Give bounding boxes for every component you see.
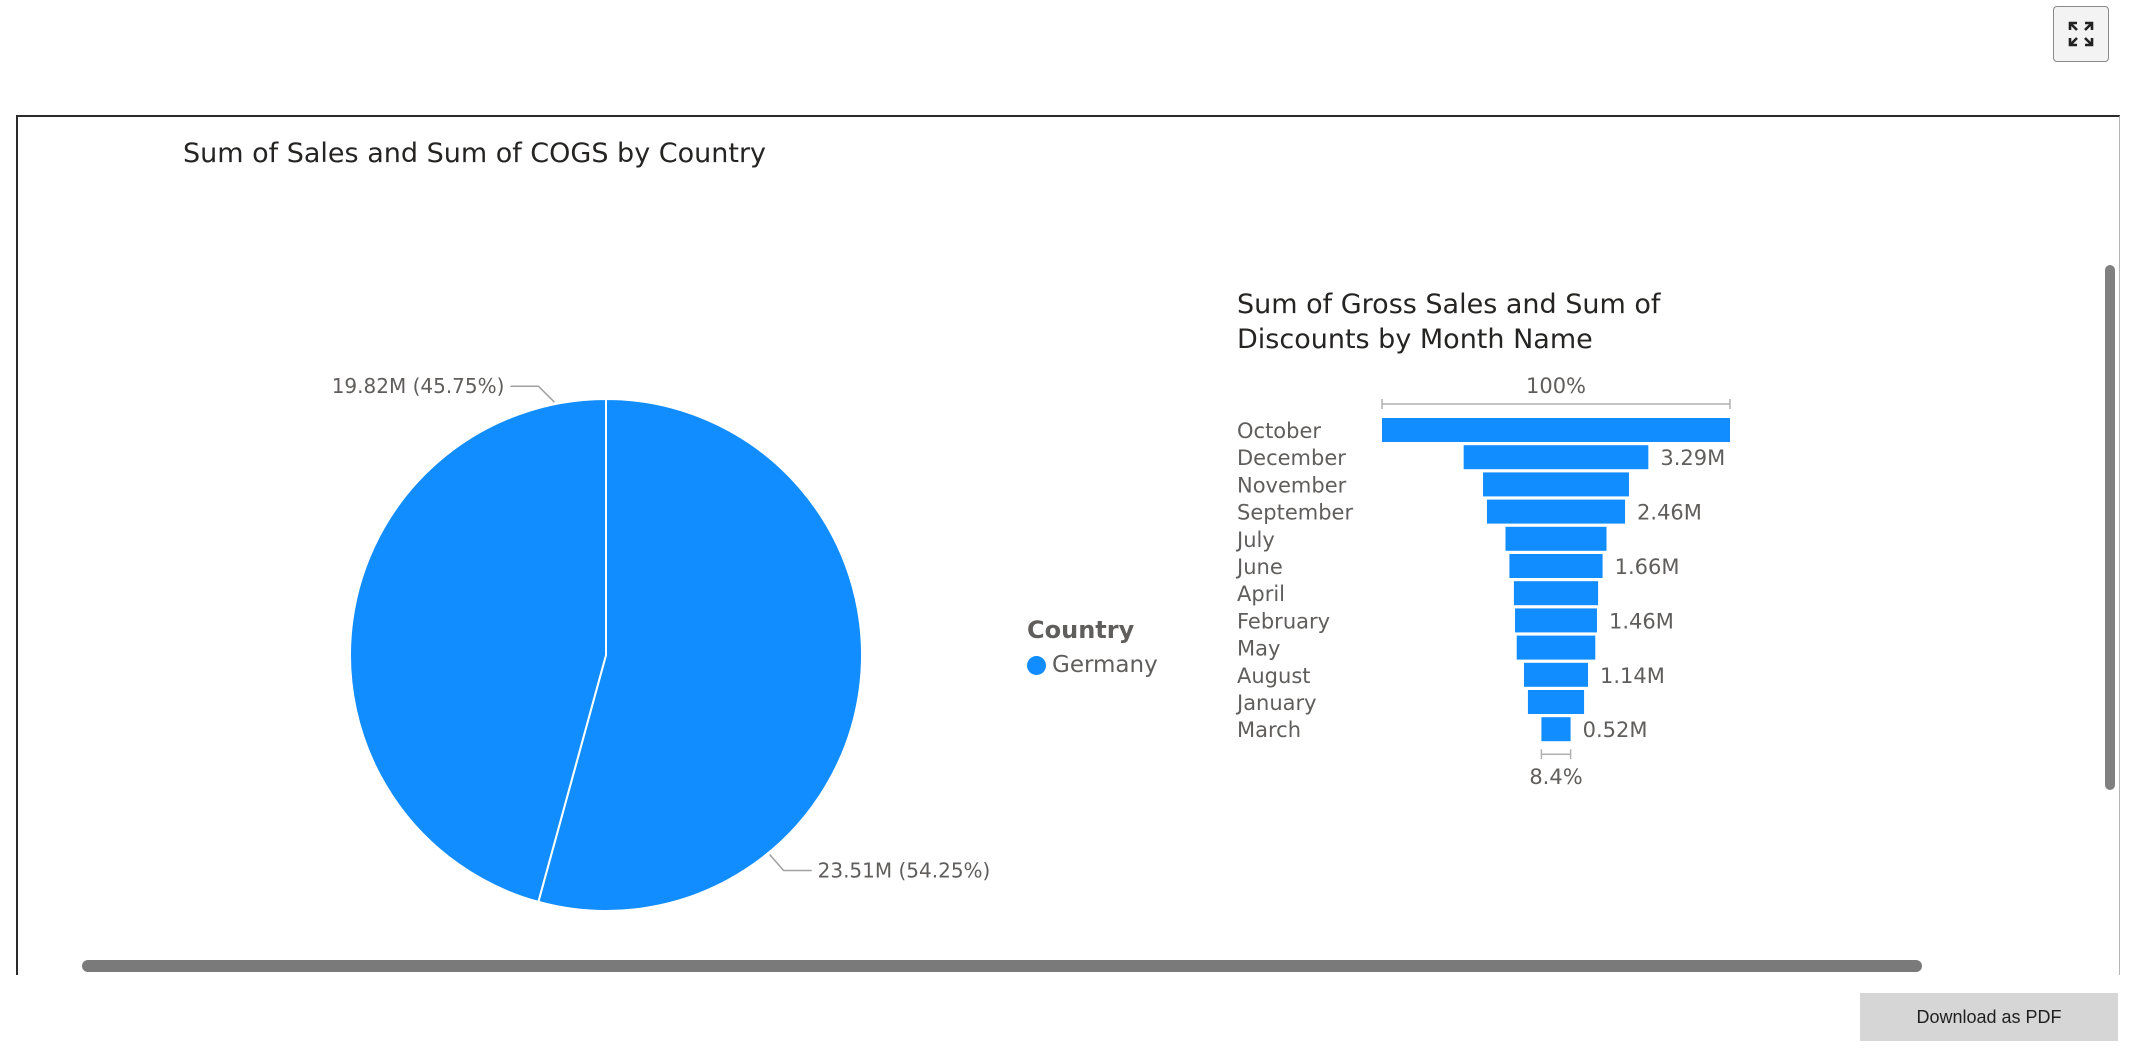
pie-data-label: 19.82M (45.75%) [332, 374, 505, 398]
funnel-bar [1505, 526, 1607, 551]
funnel-bar [1524, 662, 1588, 687]
funnel-category-label: February [1237, 609, 1330, 633]
pie-leader-line [769, 853, 812, 872]
funnel-bar [1541, 717, 1571, 742]
funnel-category-label: May [1237, 637, 1280, 661]
funnel-category-label: September [1237, 501, 1353, 525]
pie-chart: 23.51M (54.25%) 19.82M (45.75%) [332, 374, 991, 912]
funnel-bar [1513, 581, 1599, 606]
funnel-data-label: 1.14M [1600, 664, 1665, 688]
funnel-data-label: 3.29M [1660, 446, 1725, 470]
funnel-bar [1516, 635, 1596, 660]
pie-slice [537, 397, 863, 912]
funnel-data-label: 1.46M [1609, 609, 1674, 633]
funnel-category-label: January [1235, 691, 1317, 715]
pie-leader-line [510, 385, 555, 403]
funnel-category-label: August [1237, 664, 1311, 688]
funnel-title-line1: Sum of Gross Sales and Sum of [1237, 289, 1661, 320]
funnel-bar [1515, 608, 1597, 633]
report-canvas: Sum of Sales and Sum of COGS by Country … [16, 115, 2120, 975]
funnel-category-label: October [1237, 419, 1321, 443]
expand-fullscreen-icon [2068, 21, 2094, 47]
legend-title: Country [1027, 616, 1135, 644]
funnel-top-percent: 100% [1526, 374, 1586, 398]
funnel-data-label: 0.52M [1583, 718, 1648, 742]
expand-button[interactable] [2053, 6, 2109, 62]
funnel-category-label: July [1235, 528, 1275, 552]
funnel-bottom-percent: 8.4% [1529, 765, 1582, 789]
download-pdf-button[interactable]: Download as PDF [1860, 993, 2118, 1041]
funnel-bar [1483, 472, 1629, 497]
funnel-category-label: April [1237, 582, 1285, 606]
funnel-bar [1527, 690, 1585, 714]
pie-legend: Country Germany [1027, 616, 1158, 678]
funnel-bar [1509, 554, 1603, 578]
legend-marker-icon [1027, 655, 1046, 675]
pie-chart-title: Sum of Sales and Sum of COGS by Country [183, 138, 767, 169]
legend-label: Germany [1052, 652, 1158, 678]
pie-slice [349, 397, 607, 904]
funnel-category-label: November [1237, 473, 1347, 497]
funnel-title-line2: Discounts by Month Name [1237, 324, 1593, 355]
legend-item-germany[interactable]: Germany [1027, 652, 1158, 678]
funnel-data-label: 1.66M [1615, 555, 1680, 579]
vertical-scrollbar[interactable] [2105, 265, 2115, 790]
funnel-bar [1463, 445, 1649, 470]
funnel-category-label: December [1237, 446, 1346, 470]
funnel-category-label: March [1237, 718, 1301, 742]
funnel-category-label: June [1235, 555, 1283, 579]
funnel-bar [1382, 418, 1730, 442]
funnel-chart-title: Sum of Gross Sales and Sum of Discounts … [1237, 287, 1797, 357]
pie-data-label: 23.51M (54.25%) [818, 858, 991, 882]
funnel-chart: 100% October December 3.29M November Septembe… [1235, 374, 1731, 789]
funnel-bar [1486, 499, 1626, 524]
horizontal-scrollbar[interactable] [82, 960, 1922, 972]
funnel-data-label: 2.46M [1637, 501, 1702, 525]
